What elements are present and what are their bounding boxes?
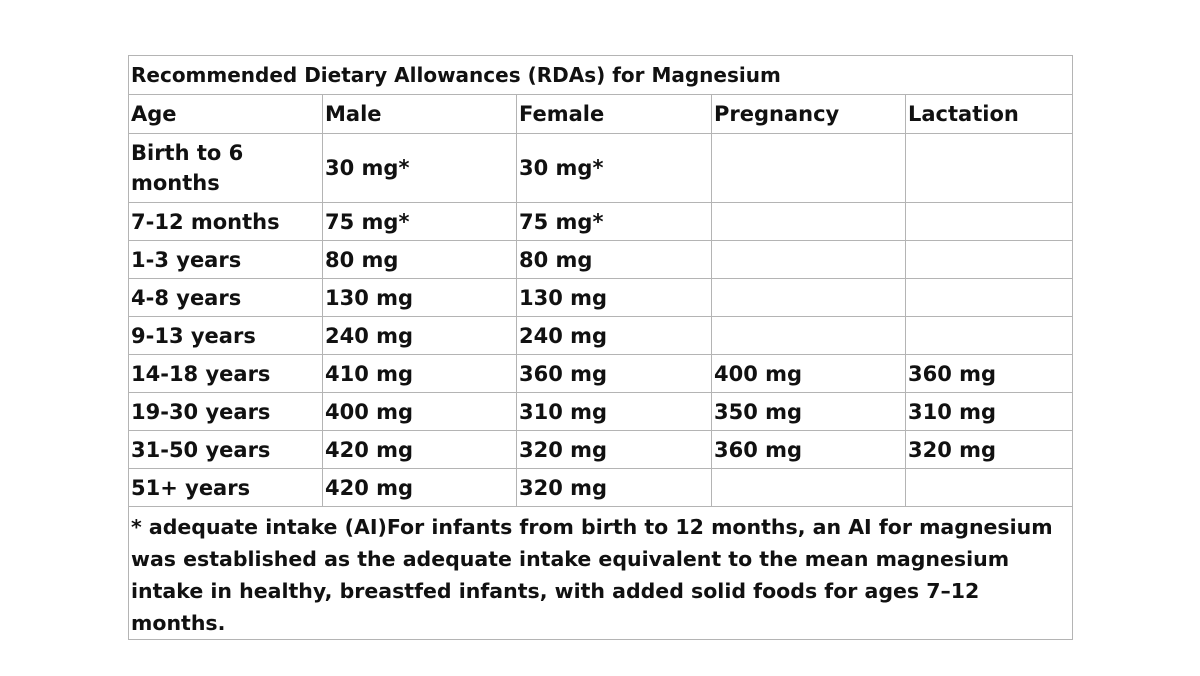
cell-male: 400 mg: [322, 392, 517, 431]
cell-male: 80 mg: [322, 240, 517, 279]
table-row: 1-3 years 80 mg 80 mg: [128, 240, 1074, 279]
cell-female: 80 mg: [516, 240, 712, 279]
cell-lactation: [904, 468, 1074, 507]
table-row: 51+ years 420 mg 320 mg: [128, 468, 1074, 507]
cell-lactation: [904, 316, 1074, 355]
cell-pregnancy: [711, 133, 906, 203]
cell-lactation: [904, 240, 1074, 279]
cell-lactation: 320 mg: [904, 430, 1074, 469]
cell-male: 30 mg*: [322, 133, 517, 203]
title-row: Recommended Dietary Allowances (RDAs) fo…: [127, 55, 1074, 95]
cell-female: 75 mg*: [516, 202, 712, 241]
cell-age: 19-30 years: [128, 392, 323, 431]
cell-female: 240 mg: [516, 316, 712, 355]
table-row: 7-12 months 75 mg* 75 mg*: [128, 202, 1074, 241]
cell-male: 240 mg: [322, 316, 517, 355]
cell-male: 420 mg: [322, 468, 517, 507]
table-row: 9-13 years 240 mg 240 mg: [128, 316, 1074, 355]
cell-male: 410 mg: [322, 354, 517, 393]
cell-female: 320 mg: [516, 430, 712, 469]
cell-age: 31-50 years: [128, 430, 323, 469]
header-age: Age: [128, 94, 323, 134]
cell-age: 51+ years: [128, 468, 323, 507]
cell-age: Birth to 6 months: [128, 133, 323, 203]
cell-pregnancy: [711, 240, 906, 279]
table-row: 14-18 years 410 mg 360 mg 400 mg 360 mg: [128, 354, 1074, 393]
table-title: Recommended Dietary Allowances (RDAs) fo…: [127, 55, 1074, 95]
header-pregnancy: Pregnancy: [711, 94, 906, 134]
cell-pregnancy: 400 mg: [711, 354, 906, 393]
cell-pregnancy: [711, 202, 906, 241]
cell-pregnancy: 350 mg: [711, 392, 906, 431]
cell-lactation: 360 mg: [904, 354, 1074, 393]
cell-age: 1-3 years: [128, 240, 323, 279]
header-lactation: Lactation: [904, 94, 1074, 134]
footnote-row: * adequate intake (AI)For infants from b…: [127, 506, 1074, 640]
cell-lactation: 310 mg: [904, 392, 1074, 431]
cell-female: 30 mg*: [516, 133, 712, 203]
table-row: 31-50 years 420 mg 320 mg 360 mg 320 mg: [128, 430, 1074, 469]
cell-female: 130 mg: [516, 278, 712, 317]
header-row: Age Male Female Pregnancy Lactation: [128, 94, 1074, 134]
cell-pregnancy: [711, 468, 906, 507]
cell-age: 9-13 years: [128, 316, 323, 355]
cell-lactation: [904, 133, 1074, 203]
cell-pregnancy: [711, 278, 906, 317]
cell-age: 4-8 years: [128, 278, 323, 317]
table-row: Birth to 6 months 30 mg* 30 mg*: [128, 133, 1074, 203]
cell-female: 320 mg: [516, 468, 712, 507]
cell-lactation: [904, 202, 1074, 241]
table-row: 19-30 years 400 mg 310 mg 350 mg 310 mg: [128, 392, 1074, 431]
rda-table: Recommended Dietary Allowances (RDAs) fo…: [127, 55, 1074, 640]
cell-female: 310 mg: [516, 392, 712, 431]
cell-age: 7-12 months: [128, 202, 323, 241]
cell-male: 130 mg: [322, 278, 517, 317]
cell-age: 14-18 years: [128, 354, 323, 393]
cell-female: 360 mg: [516, 354, 712, 393]
header-male: Male: [322, 94, 517, 134]
cell-pregnancy: [711, 316, 906, 355]
cell-male: 75 mg*: [322, 202, 517, 241]
cell-lactation: [904, 278, 1074, 317]
cell-pregnancy: 360 mg: [711, 430, 906, 469]
footnote: * adequate intake (AI)For infants from b…: [127, 506, 1074, 640]
table-row: 4-8 years 130 mg 130 mg: [128, 278, 1074, 317]
cell-male: 420 mg: [322, 430, 517, 469]
header-female: Female: [516, 94, 712, 134]
